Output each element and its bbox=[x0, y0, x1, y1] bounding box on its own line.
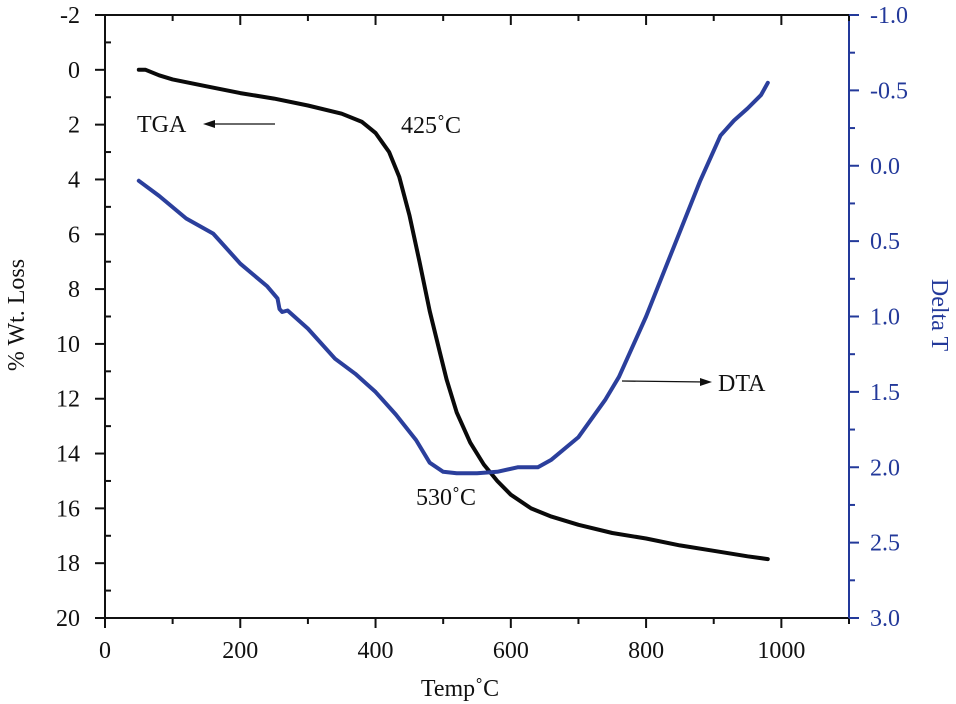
peak-temp-annotation: 530˚C bbox=[416, 485, 476, 511]
y-tick-label: 10 bbox=[56, 332, 80, 358]
x-tick-label: 400 bbox=[358, 638, 394, 664]
y-tick-label: 4 bbox=[68, 167, 80, 193]
tga-arrowhead-icon bbox=[203, 120, 215, 128]
y2-tick-label: 1.5 bbox=[870, 380, 900, 406]
y-tick-label: 18 bbox=[56, 551, 80, 577]
y2-tick-label: -0.5 bbox=[870, 78, 908, 104]
y2-tick-label: -1.0 bbox=[870, 3, 908, 29]
y-tick-label: 6 bbox=[68, 222, 80, 248]
tga-series-line bbox=[136, 67, 770, 562]
annotations: TGA 425˚C 530˚C DTA bbox=[137, 112, 766, 511]
y-tick-label: 2 bbox=[68, 113, 80, 139]
y-tick-label: 8 bbox=[68, 277, 80, 303]
x-tick-label: 800 bbox=[628, 638, 664, 664]
x-axis-title: Temp˚C bbox=[421, 676, 499, 702]
y-axis-title: % Wt. Loss bbox=[4, 259, 30, 371]
y2-axis-title: Delta T bbox=[926, 279, 952, 352]
x-tick-label: 1000 bbox=[757, 638, 805, 664]
x-tick-label: 600 bbox=[493, 638, 529, 664]
y2-tick-label: 2.0 bbox=[870, 455, 900, 481]
dta-series-line bbox=[136, 80, 770, 476]
y2-tick-label: 1.0 bbox=[870, 305, 900, 331]
y2-tick-label: 3.0 bbox=[870, 606, 900, 632]
y-tick-label: 20 bbox=[56, 606, 80, 632]
y-tick-label: 16 bbox=[56, 496, 80, 522]
y-tick-label: -2 bbox=[60, 3, 80, 29]
series bbox=[136, 67, 770, 562]
x-tick-label: 200 bbox=[222, 638, 258, 664]
dta-arrowhead-icon bbox=[700, 378, 712, 386]
tga-annotation-label: TGA bbox=[137, 112, 187, 138]
x-tick-label: 0 bbox=[99, 638, 111, 664]
dta-arrow-line bbox=[621, 380, 707, 383]
y2-tick-label: 0.0 bbox=[870, 154, 900, 180]
y2-tick-label: 0.5 bbox=[870, 229, 900, 255]
y2-tick-label: 2.5 bbox=[870, 531, 900, 557]
onset-temp-annotation: 425˚C bbox=[401, 113, 461, 139]
axes: 0 200 400 600 800 1000 -2 0 2 4 6 8 10 12 14 16 18 20 -1.0… bbox=[56, 3, 908, 664]
dta-annotation-label: DTA bbox=[718, 371, 766, 397]
y-tick-label: 14 bbox=[56, 442, 80, 468]
y-tick-label: 12 bbox=[56, 387, 80, 413]
y-tick-label: 0 bbox=[68, 58, 80, 84]
